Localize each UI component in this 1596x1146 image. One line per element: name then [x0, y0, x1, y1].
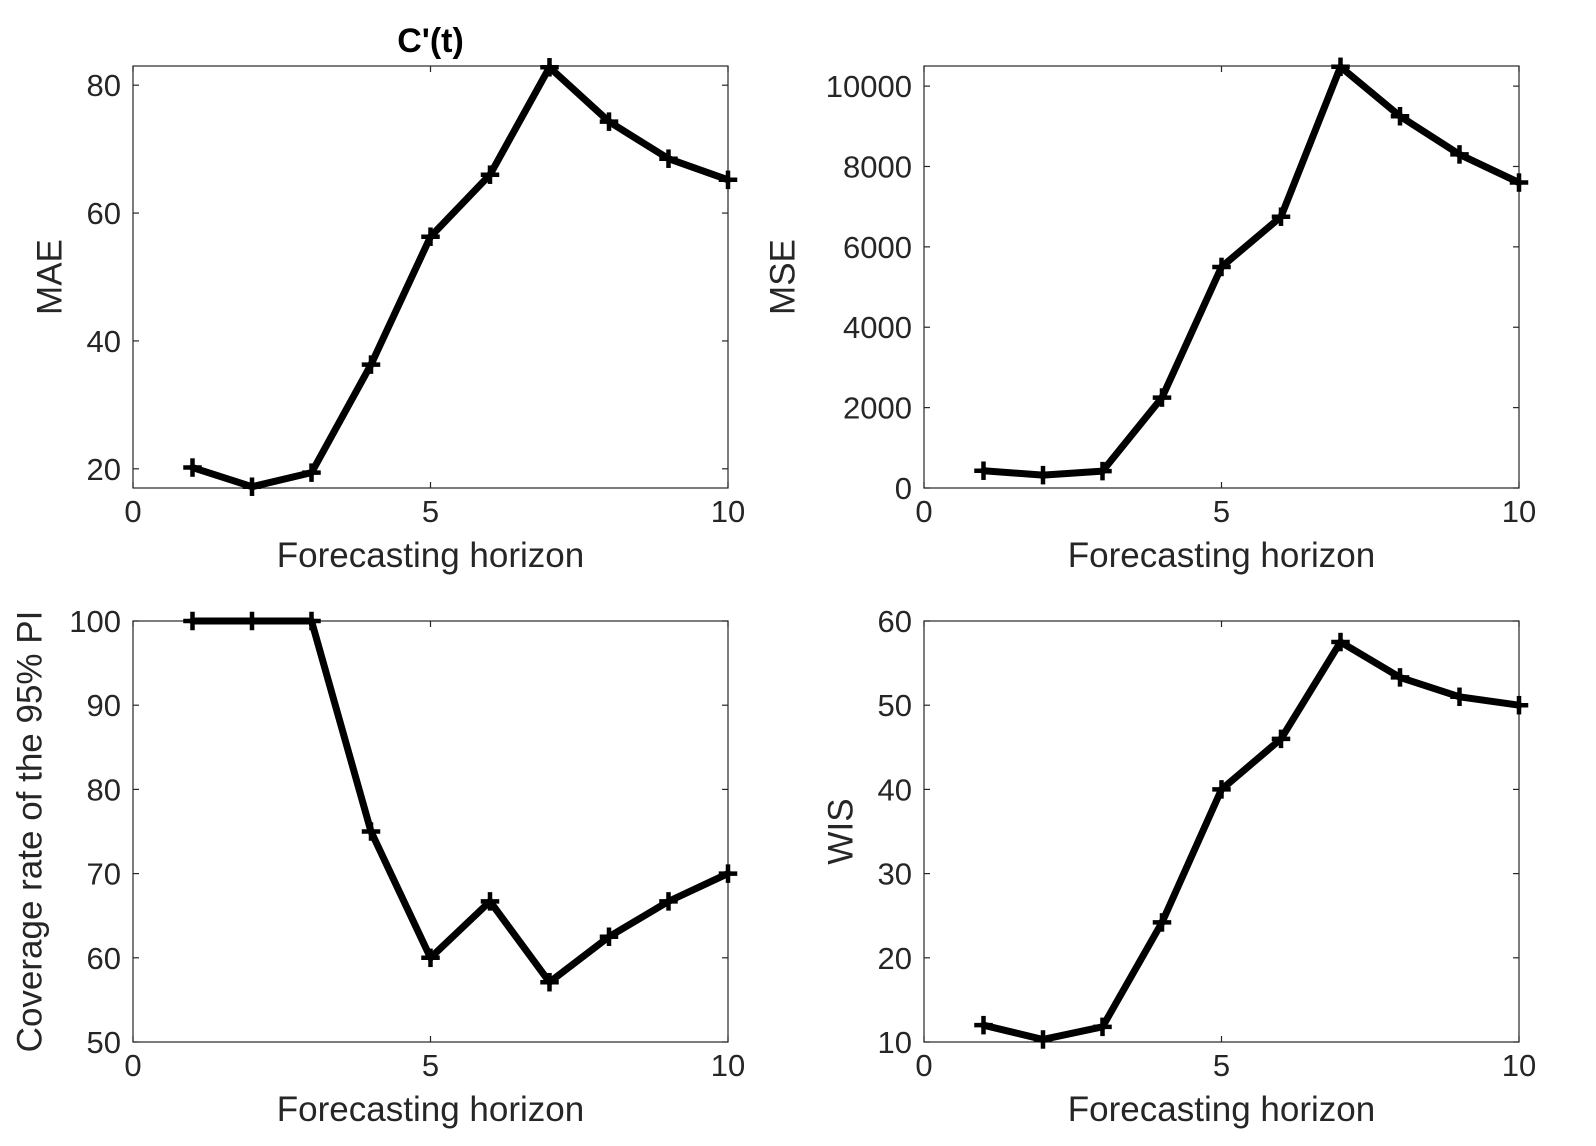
data-point-marker: [1331, 632, 1350, 652]
plot-area-frame: [132, 65, 729, 489]
chart-panel-3: 0 5 10 50 60 70 80 90 100 Forecasting horizon Cove…: [10, 604, 745, 1129]
data-point-marker: [540, 972, 559, 992]
chart-panel-1: 0 5 10 20 40 60 80 Forecasting horizon MAE C'(t): [30, 22, 745, 575]
chart-panel-4: 0 5 10 10 20 30 40 50 60 Forecasting horizon WIS: [821, 604, 1536, 1129]
data-point-marker: [302, 463, 321, 482]
x-tick-label: 10: [711, 494, 745, 529]
data-point-marker: [718, 864, 738, 883]
series-line: [980, 638, 1523, 1043]
data-point-marker: [242, 611, 262, 631]
y-tick-label: 8000: [843, 149, 912, 184]
y-tick-label: 70: [87, 857, 121, 892]
data-point-marker: [480, 165, 500, 184]
x-tick-label: 5: [422, 494, 439, 529]
data-point-marker: [361, 822, 381, 841]
data-point-marker: [659, 149, 678, 168]
data-point-marker: [1509, 173, 1529, 192]
y-tick-label: 0: [895, 471, 912, 506]
x-tick-label: 0: [124, 1048, 141, 1083]
data-point-marker: [1093, 461, 1112, 481]
data-point-marker: [599, 927, 619, 946]
x-axis-label: Forecasting horizon: [277, 1090, 584, 1129]
x-tick-label: 5: [1213, 1048, 1230, 1083]
data-point-marker: [302, 611, 321, 631]
series-line: [980, 63, 1523, 479]
y-axis-label: Coverage rate of the 95% PI: [10, 611, 49, 1053]
x-tick-label: 10: [1502, 1048, 1536, 1083]
y-tick-label: 100: [69, 604, 121, 639]
data-point-marker: [659, 892, 678, 911]
data-point-marker: [1212, 257, 1231, 277]
y-tick-label: 6000: [843, 230, 912, 265]
y-axis-label: WIS: [821, 798, 860, 864]
data-point-marker: [421, 948, 440, 968]
y-tick-label: 80: [87, 772, 121, 807]
data-point-marker: [1152, 913, 1172, 932]
data-point-marker: [183, 611, 202, 631]
data-point-marker: [1093, 1017, 1112, 1037]
x-tick-label: 0: [915, 494, 932, 529]
data-point-marker: [1212, 780, 1231, 799]
y-tick-label: 10: [878, 1025, 912, 1060]
data-point-marker: [480, 892, 500, 911]
data-point-marker: [361, 355, 381, 374]
y-axis-label: MSE: [763, 239, 802, 315]
data-point-marker: [1152, 388, 1172, 407]
data-point-marker: [1390, 668, 1410, 687]
data-point-marker: [1509, 695, 1529, 715]
data-point-marker: [1390, 106, 1410, 126]
y-tick-label: 50: [87, 1025, 121, 1060]
data-point-marker: [540, 58, 559, 77]
series-line: [189, 617, 732, 986]
data-point-marker: [1450, 687, 1469, 707]
y-axis-label: MAE: [30, 239, 69, 315]
x-tick-label: 5: [422, 1048, 439, 1083]
data-point-marker: [718, 170, 738, 190]
data-point-marker: [1331, 57, 1350, 77]
data-point-marker: [974, 461, 993, 480]
y-tick-label: 60: [878, 604, 912, 639]
y-tick-label: 80: [87, 68, 121, 103]
y-tick-label: 40: [87, 324, 121, 359]
series-line: [189, 63, 732, 491]
x-tick-label: 0: [124, 494, 141, 529]
data-point-marker: [183, 458, 202, 477]
y-tick-label: 4000: [843, 310, 912, 345]
x-tick-label: 5: [1213, 494, 1230, 529]
x-tick-label: 10: [711, 1048, 745, 1083]
y-tick-label: 90: [87, 688, 121, 723]
x-axis-label: Forecasting horizon: [1068, 536, 1375, 575]
data-point-marker: [1450, 145, 1469, 164]
data-point-marker: [1033, 1030, 1053, 1049]
y-tick-label: 60: [87, 941, 121, 976]
y-tick-label: 30: [878, 857, 912, 892]
data-point-marker: [421, 227, 440, 246]
x-tick-label: 0: [915, 1048, 932, 1083]
plot-area-frame: [923, 65, 1520, 489]
data-point-marker: [599, 112, 619, 131]
plot-area-frame: [132, 620, 729, 1043]
x-axis-label: Forecasting horizon: [1068, 1090, 1375, 1129]
data-point-marker: [1271, 207, 1291, 226]
y-tick-label: 60: [87, 196, 121, 231]
y-tick-label: 20: [878, 941, 912, 976]
y-tick-label: 20: [87, 452, 121, 487]
y-tick-label: 50: [878, 688, 912, 723]
x-tick-label: 10: [1502, 494, 1536, 529]
y-tick-label: 2000: [843, 391, 912, 426]
chart-panel-2: 0 5 10 0 2000 4000 6000 8000 10000 Forecasting ho…: [763, 57, 1536, 575]
y-tick-label: 40: [878, 772, 912, 807]
data-point-marker: [242, 477, 262, 496]
x-axis-label: Forecasting horizon: [277, 536, 584, 575]
data-point-marker: [974, 1015, 993, 1035]
chart-title: C'(t): [397, 22, 464, 60]
data-point-marker: [1271, 729, 1291, 749]
data-point-marker: [1033, 465, 1053, 485]
y-tick-label: 10000: [826, 69, 912, 104]
